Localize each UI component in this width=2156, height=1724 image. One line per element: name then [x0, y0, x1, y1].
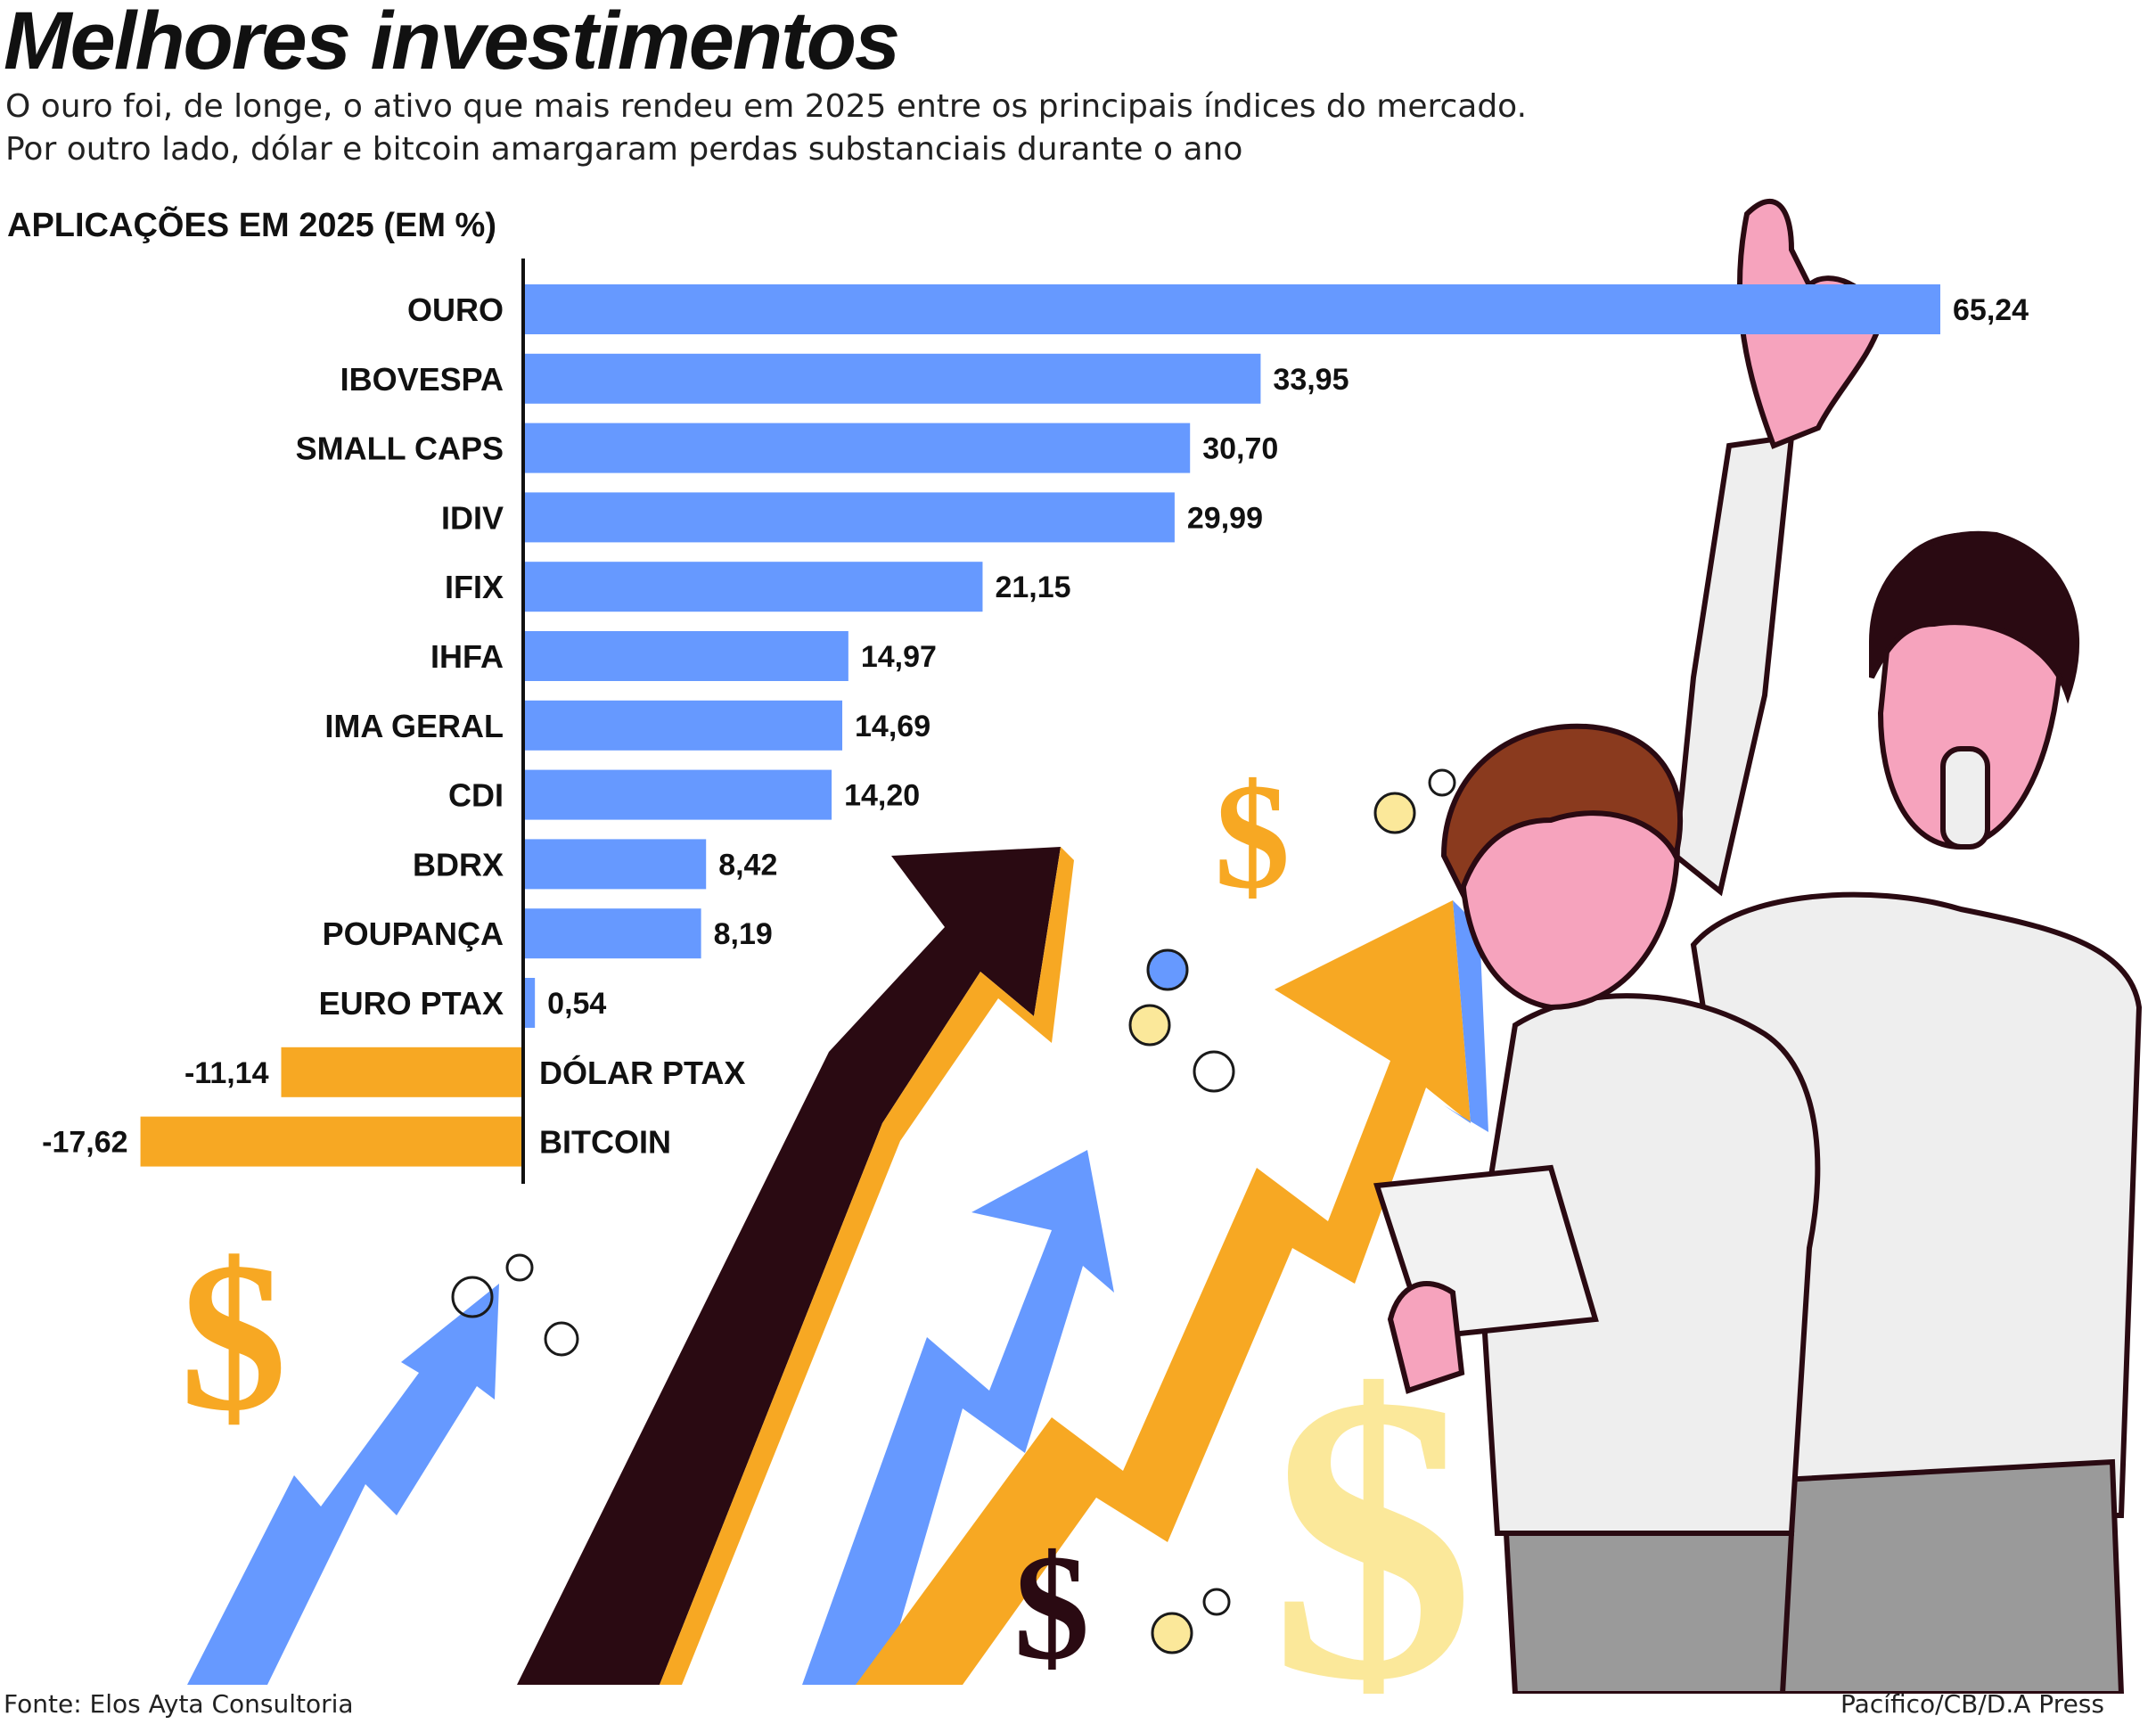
source-note: Fonte: Elos Ayta Consultoria	[4, 1689, 354, 1719]
man-reading	[1373, 723, 1821, 1694]
category-label-5: IHFA	[430, 638, 504, 675]
value-label-7: 14,20	[844, 779, 920, 813]
arrows-illustration	[187, 847, 1488, 1685]
category-label-8: BDRX	[413, 846, 504, 883]
value-label-5: 14,97	[861, 640, 937, 674]
value-label-3: 29,99	[1187, 501, 1263, 535]
bar-12	[140, 1116, 523, 1167]
value-label-1: 33,95	[1273, 363, 1349, 397]
category-label-11: DÓLAR PTAX	[539, 1054, 745, 1091]
bar-8	[523, 839, 707, 890]
category-label-4: IFIX	[445, 569, 504, 605]
chart-section-label: APLICAÇÕES EM 2025 (EM %)	[7, 207, 496, 244]
man-left-hand	[1387, 1281, 1465, 1394]
value-label-2: 30,70	[1202, 432, 1278, 466]
subtitle-line-1: O ouro foi, de longe, o ativo que mais r…	[5, 88, 1528, 125]
phone-icon	[1940, 746, 1990, 850]
man-right-arm-up	[1672, 433, 1795, 897]
bar-2	[523, 423, 1191, 473]
page-title: Melhores investimentos	[4, 0, 900, 86]
bar-5	[523, 631, 848, 681]
bar-3	[523, 492, 1175, 543]
man-left-pants	[1503, 1531, 1795, 1694]
bar-1	[523, 353, 1261, 404]
illustration: $ $ $ $	[180, 199, 2143, 1694]
dollar-icon-2: $	[180, 1218, 287, 1455]
value-label-6: 14,69	[855, 710, 930, 743]
value-label-4: 21,15	[995, 571, 1070, 604]
arrow-medium-blue	[802, 1150, 1114, 1685]
bar-9	[523, 908, 701, 959]
category-label-6: IMA GERAL	[324, 708, 504, 744]
value-label-12: -17,62	[42, 1126, 127, 1160]
category-label-3: IDIV	[441, 499, 504, 536]
arrow-large-dark-shadow	[660, 847, 1074, 1685]
credit-note: Pacífico/CB/D.A Press	[1840, 1689, 2104, 1719]
dollar-icon-3: $	[1014, 1523, 1090, 1691]
bar-0	[523, 284, 1940, 334]
bar-6	[523, 700, 843, 751]
man-right-pants	[1770, 1458, 2125, 1694]
man-left-hair	[1440, 723, 1684, 899]
arrow-large-orange	[856, 900, 1471, 1685]
arrow-large-dark	[517, 847, 1061, 1685]
category-label-2: SMALL CAPS	[296, 431, 504, 467]
arrow-large-orange-shadow	[1444, 900, 1488, 1132]
category-label-10: EURO PTAX	[319, 985, 504, 1022]
bar-4	[523, 562, 983, 612]
bar-11	[281, 1047, 523, 1097]
page-subtitle: O ouro foi, de longe, o ativo que mais r…	[5, 86, 1528, 171]
category-label-7: CDI	[448, 777, 504, 814]
category-label-1: IBOVESPA	[340, 361, 504, 398]
bar-7	[523, 769, 832, 820]
businessmen-illustration	[1373, 199, 2143, 1694]
arrow-small-blue	[187, 1284, 499, 1685]
value-label-9: 8,19	[714, 917, 773, 951]
value-label-0: 65,24	[1953, 293, 2029, 327]
category-label-12: BITCOIN	[539, 1124, 671, 1161]
value-label-8: 8,42	[718, 848, 777, 882]
subtitle-line-2: Por outro lado, dólar e bitcoin amargara…	[5, 131, 1243, 168]
chart-layer: OURO 65,24 IBOVESPA 33,95 SMALL CAPS 30,70 IDI…	[42, 259, 2029, 1184]
man-right-hair	[1869, 530, 2079, 704]
value-label-11: -11,14	[184, 1056, 269, 1090]
category-label-9: POUPANÇA	[323, 915, 504, 952]
bubbles	[451, 768, 1456, 1654]
value-label-10: 0,54	[547, 987, 606, 1021]
bar-10	[523, 978, 536, 1028]
category-label-0: OURO	[407, 291, 504, 328]
dollar-icon-1: $	[1215, 752, 1291, 920]
